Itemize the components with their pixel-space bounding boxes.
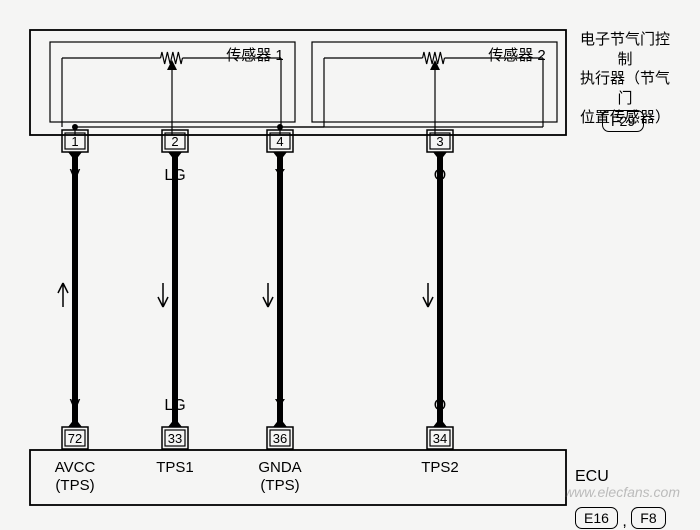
svg-text:TPS1: TPS1: [156, 459, 194, 476]
svg-text:34: 34: [433, 431, 447, 446]
svg-text:LG: LG: [164, 397, 185, 414]
title-line-1: 电子节气门控制: [575, 30, 675, 69]
svg-text:33: 33: [168, 431, 182, 446]
svg-text:72: 72: [68, 431, 82, 446]
svg-text:Y: Y: [275, 397, 286, 414]
svg-text:O: O: [434, 167, 446, 184]
diagram-canvas: 传感器 1传感器 2172VVAVCC(TPS)233LGLGTPS1436YY…: [0, 0, 700, 530]
svg-text:2: 2: [171, 134, 178, 149]
watermark: www.elecfans.com: [564, 484, 680, 500]
svg-text:1: 1: [71, 134, 78, 149]
ref-e16: E16: [575, 507, 618, 529]
bottom-refs: E16 , F8: [575, 507, 666, 529]
svg-text:传感器 1: 传感器 1: [226, 47, 284, 64]
svg-text:传感器 2: 传感器 2: [488, 47, 546, 64]
svg-text:V: V: [70, 167, 81, 184]
svg-text:AVCC: AVCC: [55, 459, 96, 476]
svg-text:LG: LG: [164, 167, 185, 184]
svg-text:4: 4: [276, 134, 283, 149]
svg-text:36: 36: [273, 431, 287, 446]
svg-text:GNDA: GNDA: [258, 459, 301, 476]
svg-text:(TPS): (TPS): [260, 477, 299, 494]
svg-text:(TPS): (TPS): [55, 477, 94, 494]
ref-f8: F8: [631, 507, 665, 529]
svg-text:Y: Y: [275, 167, 286, 184]
ref-f29: F29: [602, 110, 644, 132]
svg-text:3: 3: [436, 134, 443, 149]
svg-text:TPS2: TPS2: [421, 459, 459, 476]
svg-text:V: V: [70, 397, 81, 414]
title-line-2: 执行器（节气门: [575, 69, 675, 108]
svg-text:O: O: [434, 397, 446, 414]
